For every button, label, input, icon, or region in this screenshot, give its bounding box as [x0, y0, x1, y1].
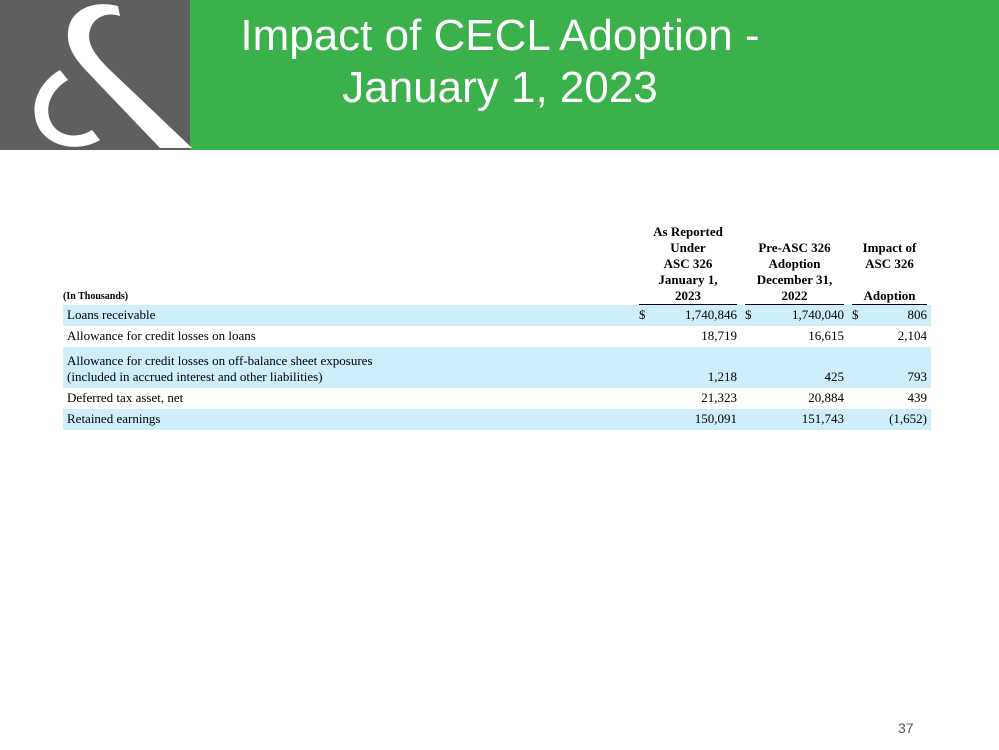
cell-value: 1,740,040	[792, 307, 844, 322]
column-header-impact: Impact of ASC 326 Adoption	[848, 224, 931, 305]
page-number: 37	[898, 720, 914, 736]
row-label: Retained earnings	[63, 409, 635, 430]
header-text: ASC 326	[865, 256, 914, 271]
cell-value: 806	[907, 307, 928, 322]
row-label-line: Allowance for credit losses on off-balan…	[67, 353, 373, 368]
row-label: Allowance for credit losses on loans	[67, 328, 256, 343]
header-text: December 31,	[756, 272, 833, 287]
header-text: Pre-ASC 326	[758, 240, 831, 255]
cell-pre-asc326: 20,884	[808, 390, 844, 405]
header-text: 2023	[675, 288, 701, 303]
cell-as-reported: 18,719	[701, 328, 737, 343]
cell-impact: 2,104	[897, 328, 927, 343]
row-label: Allowance for credit losses on off-balan…	[63, 347, 635, 388]
table-row: Retained earnings 150,091 151,743 (1,652…	[63, 409, 931, 430]
table-row: Loans receivable $1,740,846 $1,740,040 $…	[63, 305, 931, 326]
header-text: January 1,	[658, 272, 718, 287]
header-text: Adoption	[863, 288, 916, 303]
cell-value: 1,740,846	[685, 307, 737, 322]
dollar-sign: $	[745, 307, 752, 322]
cell-pre-asc326: 425	[741, 347, 848, 388]
row-label-line: (included in accrued interest and other …	[67, 369, 323, 384]
units-header: (In Thousands)	[63, 291, 129, 302]
row-label: Loans receivable	[63, 305, 635, 326]
cell-impact: $806	[848, 305, 931, 326]
table-header-row: (In Thousands) As Reported Under ASC 326…	[63, 224, 931, 305]
header-text: Under	[670, 240, 706, 255]
header-text: Impact of	[862, 240, 917, 255]
cell-pre-asc326: 151,743	[741, 409, 848, 430]
header-text: 2022	[781, 288, 808, 303]
cell-pre-asc326: $1,740,040	[741, 305, 848, 326]
cell-impact: (1,652)	[848, 409, 931, 430]
row-label: Deferred tax asset, net	[67, 390, 184, 405]
cell-as-reported: 21,323	[701, 390, 737, 405]
title-line-2: January 1, 2023	[342, 63, 658, 112]
dollar-sign: $	[852, 307, 859, 322]
cell-as-reported: $1,740,846	[635, 305, 741, 326]
header-text: Adoption	[768, 256, 821, 271]
header-text	[852, 272, 927, 288]
cell-pre-asc326: 16,615	[808, 328, 844, 343]
table-row: Allowance for credit losses on loans 18,…	[63, 326, 931, 347]
slide-header: Impact of CECL Adoption - January 1, 202…	[0, 0, 999, 150]
table-row: Allowance for credit losses on off-balan…	[63, 347, 931, 388]
slide-title: Impact of CECL Adoption - January 1, 202…	[200, 10, 800, 114]
ampersand-logo-icon	[34, 4, 192, 149]
header-text: As Reported	[653, 224, 723, 239]
title-line-1: Impact of CECL Adoption -	[240, 11, 760, 60]
cell-impact: 793	[848, 347, 931, 388]
table-row: Deferred tax asset, net 21,323 20,884 43…	[63, 388, 931, 409]
dollar-sign: $	[639, 307, 646, 322]
cell-as-reported: 1,218	[635, 347, 741, 388]
header-text: ASC 326	[663, 256, 713, 271]
cell-impact: 439	[907, 390, 928, 405]
cecl-impact-table: (In Thousands) As Reported Under ASC 326…	[63, 224, 931, 430]
column-header-pre-asc326: Pre-ASC 326 Adoption December 31, 2022	[741, 224, 848, 305]
cell-as-reported: 150,091	[635, 409, 741, 430]
column-header-as-reported: As Reported Under ASC 326 January 1, 202…	[635, 224, 741, 305]
